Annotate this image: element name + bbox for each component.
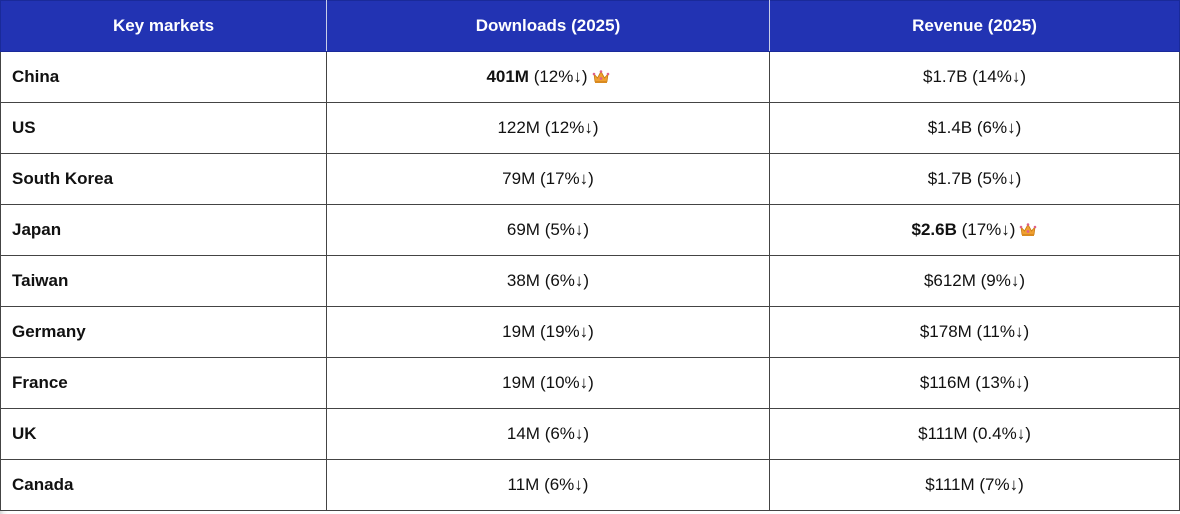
revenue-value: $111M: [918, 424, 968, 443]
table-row: Canada 11M (6%↓) $111M (7%↓): [0, 459, 1180, 511]
revenue-change: (9%↓): [975, 271, 1026, 290]
revenue-value: $111M: [925, 475, 975, 494]
table-row: Taiwan 38M (6%↓) $612M (9%↓): [0, 255, 1180, 307]
revenue-change: (17%↓): [956, 220, 1016, 239]
downloads-value: 69M: [506, 220, 540, 239]
revenue-cell: $116M (13%↓): [769, 357, 1180, 409]
downloads-value: 19M: [502, 373, 536, 392]
revenue-value: $116M: [919, 373, 971, 392]
table-body: China 401M (12%↓) $1.7B (14%↓) US 122M (12%↓…: [0, 51, 1180, 511]
market-name: South Korea: [0, 153, 327, 205]
revenue-change: (0.4%↓): [967, 424, 1031, 443]
table-row: China 401M (12%↓) $1.7B (14%↓): [0, 51, 1180, 103]
revenue-change: (11%↓): [971, 322, 1030, 341]
downloads-cell: 38M (6%↓): [326, 255, 770, 307]
revenue-change: (5%↓): [972, 169, 1022, 188]
revenue-cell: $111M (0.4%↓): [769, 408, 1180, 460]
market-name: US: [0, 102, 327, 154]
revenue-value: $178M: [919, 322, 972, 341]
revenue-cell: $1.4B (6%↓): [769, 102, 1180, 154]
column-header-key-markets: Key markets: [0, 0, 327, 52]
revenue-cell: $178M (11%↓): [769, 306, 1180, 358]
downloads-value: 14M: [506, 424, 540, 443]
revenue-value: $1.7B: [922, 67, 968, 86]
downloads-cell: 122M (12%↓): [326, 102, 770, 154]
downloads-value: 79M: [502, 169, 536, 188]
crown-icon: [1020, 222, 1037, 236]
revenue-cell: $111M (7%↓): [769, 459, 1180, 511]
downloads-cell: 69M (5%↓): [326, 204, 770, 256]
table-row: Germany 19M (19%↓) $178M (11%↓): [0, 306, 1180, 358]
downloads-change: (6%↓): [539, 424, 590, 443]
market-name: China: [0, 51, 327, 103]
downloads-change: (12%↓): [539, 118, 599, 137]
column-header-revenue: Revenue (2025): [769, 0, 1180, 52]
header-row: Key markets Downloads (2025) Revenue (20…: [0, 0, 1180, 52]
market-name: France: [0, 357, 327, 409]
revenue-change: (7%↓): [974, 475, 1024, 494]
downloads-value: 122M: [497, 118, 540, 137]
table-row: UK 14M (6%↓) $111M (0.4%↓): [0, 408, 1180, 460]
downloads-cell: 19M (10%↓): [326, 357, 770, 409]
revenue-value: $2.6B: [911, 220, 957, 239]
downloads-change: (6%↓): [539, 271, 590, 290]
crown-icon: [592, 69, 609, 83]
revenue-value: $1.4B: [927, 118, 973, 137]
table-row: Japan 69M (5%↓) $2.6B (17%↓): [0, 204, 1180, 256]
downloads-value: 19M: [502, 322, 536, 341]
downloads-cell: 79M (17%↓): [326, 153, 770, 205]
table-row: South Korea 79M (17%↓) $1.7B (5%↓): [0, 153, 1180, 205]
revenue-value: $612M: [923, 271, 976, 290]
revenue-cell: $2.6B (17%↓): [769, 204, 1180, 256]
table-header: Key markets Downloads (2025) Revenue (20…: [0, 0, 1180, 52]
table-row: France 19M (10%↓) $116M (13%↓): [0, 357, 1180, 409]
downloads-change: (19%↓): [535, 322, 594, 341]
downloads-change: (12%↓): [528, 67, 588, 86]
revenue-change: (14%↓): [967, 67, 1026, 86]
downloads-cell: 11M (6%↓): [326, 459, 770, 511]
downloads-value: 401M: [486, 67, 529, 86]
revenue-cell: $1.7B (14%↓): [769, 51, 1180, 103]
column-header-downloads: Downloads (2025): [326, 0, 770, 52]
market-name: Canada: [0, 459, 327, 511]
downloads-cell: 14M (6%↓): [326, 408, 770, 460]
downloads-change: (10%↓): [535, 373, 594, 392]
revenue-cell: $1.7B (5%↓): [769, 153, 1180, 205]
market-name: Germany: [0, 306, 327, 358]
market-name: Japan: [0, 204, 327, 256]
downloads-value: 11M: [507, 475, 540, 494]
table-row: US 122M (12%↓) $1.4B (6%↓): [0, 102, 1180, 154]
revenue-cell: $612M (9%↓): [769, 255, 1180, 307]
revenue-value: $1.7B: [927, 169, 973, 188]
market-name: UK: [0, 408, 327, 460]
downloads-change: (17%↓): [535, 169, 594, 188]
downloads-value: 38M: [506, 271, 540, 290]
downloads-cell: 19M (19%↓): [326, 306, 770, 358]
revenue-change: (6%↓): [972, 118, 1022, 137]
downloads-cell: 401M (12%↓): [326, 51, 770, 103]
downloads-change: (5%↓): [539, 220, 590, 239]
downloads-change: (6%↓): [539, 475, 589, 494]
market-name: Taiwan: [0, 255, 327, 307]
revenue-change: (13%↓): [970, 373, 1030, 392]
